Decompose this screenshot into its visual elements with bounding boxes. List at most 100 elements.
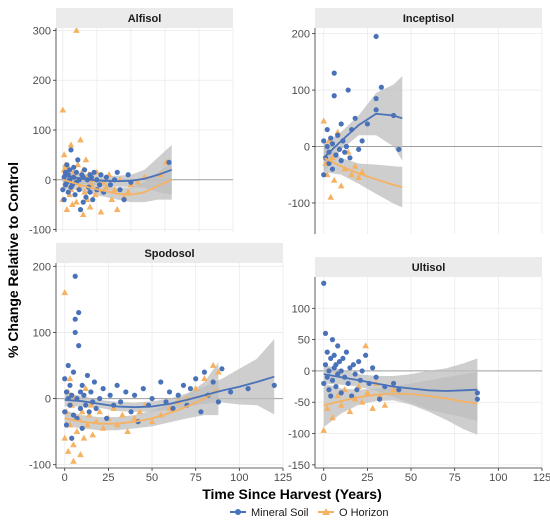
x-tick-label: 50 <box>146 472 158 484</box>
data-point-mineral <box>79 425 85 431</box>
data-point-ohorizon <box>77 451 84 458</box>
data-point-ohorizon <box>74 161 82 168</box>
data-point-mineral <box>77 405 84 412</box>
data-point-ohorizon <box>323 404 331 411</box>
data-point-mineral <box>166 389 173 395</box>
legend-marker-ohorizon <box>322 508 330 515</box>
data-point-mineral <box>343 143 350 150</box>
data-point-mineral <box>335 371 341 377</box>
y-tick-label: -100 <box>29 460 51 472</box>
data-point-mineral <box>359 368 365 374</box>
trend-line-mineral <box>323 112 403 159</box>
data-point-mineral <box>198 409 204 415</box>
y-tick-label: 0 <box>45 394 51 406</box>
y-tick-label: 200 <box>33 75 51 87</box>
data-point-ohorizon <box>348 171 355 178</box>
x-tick-label: 125 <box>533 472 550 484</box>
data-point-mineral <box>322 362 329 368</box>
data-point-ohorizon <box>136 408 144 415</box>
plot-content-inceptisol <box>320 33 403 208</box>
facet-title-alfisol: Alfisol <box>128 13 162 25</box>
data-point-mineral <box>378 84 384 90</box>
data-point-mineral <box>335 132 341 138</box>
y-tick-label: -50 <box>294 397 310 409</box>
data-point-mineral <box>107 392 113 398</box>
data-point-ohorizon <box>92 191 99 198</box>
data-point-mineral <box>80 199 86 205</box>
data-point-mineral <box>114 382 120 388</box>
data-point-ohorizon <box>73 198 80 205</box>
x-tick-label: 100 <box>489 472 507 484</box>
data-point-ohorizon <box>60 151 68 158</box>
x-tick-label: 50 <box>405 472 417 484</box>
data-point-ohorizon <box>201 375 208 382</box>
data-point-ohorizon <box>82 156 90 163</box>
data-point-ohorizon <box>80 434 88 441</box>
data-point-mineral <box>340 355 346 362</box>
data-point-mineral <box>345 87 351 93</box>
data-point-mineral <box>123 389 129 395</box>
data-point-ohorizon <box>330 176 338 183</box>
data-point-mineral <box>336 358 343 365</box>
data-point-ohorizon <box>111 186 118 193</box>
data-point-mineral <box>373 33 379 40</box>
x-tick-label: 100 <box>230 472 248 484</box>
grid-ultisol <box>315 277 543 468</box>
trend-line-mineral <box>62 168 173 183</box>
data-point-mineral <box>326 387 332 393</box>
data-point-mineral <box>377 396 383 402</box>
data-point-ohorizon <box>61 434 69 441</box>
data-point-mineral <box>65 362 71 369</box>
data-point-mineral <box>324 126 330 133</box>
y-tick-label: -150 <box>288 460 310 472</box>
data-point-mineral <box>118 399 124 405</box>
data-point-mineral <box>349 393 355 399</box>
data-point-mineral <box>83 194 89 200</box>
y-tick-label: 100 <box>292 85 310 97</box>
data-point-mineral <box>210 379 216 385</box>
data-point-mineral <box>131 392 138 398</box>
y-tick-label: 0 <box>45 175 51 187</box>
facet-spodosol: Spodosol -100 0 100 200 0 25 50 75 100 125 <box>29 243 292 484</box>
y-tick-label: 100 <box>292 303 310 315</box>
data-point-mineral <box>329 141 336 147</box>
data-point-mineral <box>338 121 344 127</box>
data-point-ohorizon <box>369 404 376 411</box>
data-point-mineral <box>96 182 103 188</box>
data-point-mineral <box>328 393 334 399</box>
data-point-ohorizon <box>364 389 371 396</box>
data-point-mineral <box>390 380 397 387</box>
trend-line-ohorizon <box>64 387 219 425</box>
data-point-mineral <box>474 396 480 402</box>
x-axis-title: Time Since Harvest (Years) <box>202 486 382 502</box>
data-point-mineral <box>76 309 82 316</box>
data-point-mineral <box>336 146 343 152</box>
data-point-mineral <box>356 358 362 365</box>
legend-entry-o-horizon: O Horizon <box>318 507 389 519</box>
data-point-mineral <box>331 93 337 99</box>
legend-label-mineral: Mineral Soil <box>251 507 308 519</box>
data-point-ohorizon <box>79 210 87 217</box>
trend-line-ohorizon <box>62 178 173 196</box>
data-point-ohorizon <box>103 183 110 190</box>
data-point-ohorizon <box>355 173 362 180</box>
legend-entry-mineral-soil: Mineral Soil <box>230 507 308 519</box>
data-point-ohorizon <box>337 401 345 408</box>
data-point-ohorizon <box>99 424 107 431</box>
data-point-mineral <box>329 337 336 343</box>
trend-line-ohorizon <box>323 156 403 189</box>
data-point-mineral <box>93 405 99 412</box>
data-point-mineral <box>117 187 123 193</box>
data-point-mineral <box>271 382 277 388</box>
facet-strip-ultisol <box>315 257 542 277</box>
grid-spodosol <box>56 263 284 468</box>
y-tick-label: 100 <box>33 327 51 339</box>
data-point-mineral <box>63 422 70 428</box>
data-point-ohorizon <box>77 136 84 143</box>
data-point-mineral <box>359 138 365 144</box>
data-point-mineral <box>103 174 109 180</box>
data-point-ohorizon <box>89 431 96 438</box>
confidence-band-ohorizon <box>64 362 219 431</box>
data-point-ohorizon <box>362 342 369 349</box>
data-point-ohorizon <box>85 411 93 418</box>
